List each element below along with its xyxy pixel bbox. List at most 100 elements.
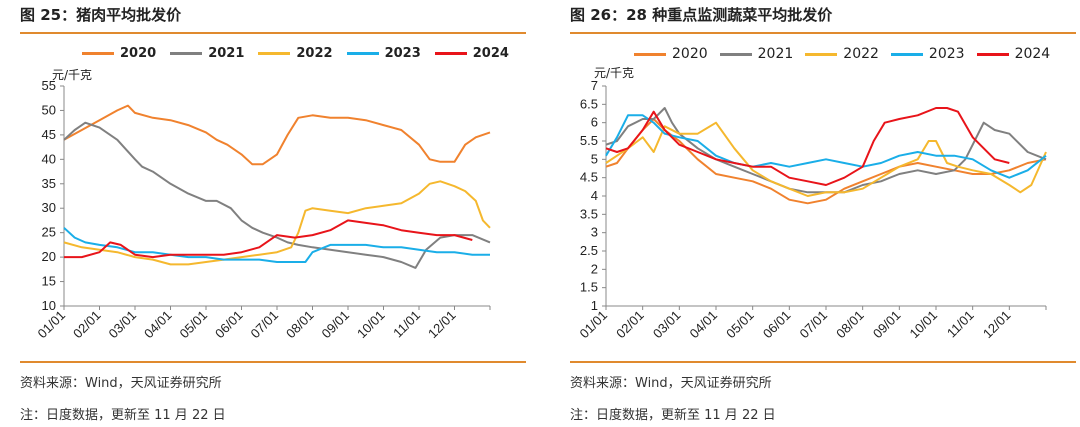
- legend-item-2023: 2023: [890, 46, 965, 62]
- legend-item-2021: 2021: [719, 46, 794, 62]
- vegetable-price-chart: 1 1.5 2 2.5 3 3.5 4 4.5 5 5.5 6 6.5 7 01/01 02/01 03/01…: [577, 78, 1047, 342]
- y-tick-label: 3.5: [580, 206, 598, 221]
- legend-item-2023: 2023: [346, 46, 421, 61]
- chart-legend: 2020 2021 2022 2023 2024: [82, 46, 509, 61]
- y-tick-label: 6: [591, 115, 598, 130]
- source-text: 资料来源：Wind，天风证券研究所: [570, 376, 772, 391]
- legend-swatch: [346, 52, 379, 55]
- figure-title: 图 25：猪肉平均批发价: [20, 6, 182, 24]
- y-tick-label: 2: [591, 261, 598, 276]
- legend-swatch: [719, 52, 752, 56]
- y-tick-label: 10: [42, 298, 56, 313]
- x-tick-label: 05/01: [723, 308, 757, 342]
- y-tick-label: 30: [42, 200, 56, 215]
- series-line-2022: [63, 180, 491, 266]
- y-tick-label: 7: [591, 78, 598, 93]
- legend-item-2021: 2021: [170, 46, 244, 61]
- series-line-2021: [605, 107, 1047, 194]
- y-tick-label: 1.5: [580, 280, 598, 295]
- y-tick-label: 20: [42, 249, 56, 264]
- y-axis-unit: 元/千克: [594, 66, 635, 80]
- series-line-2023: [605, 114, 1047, 179]
- x-tick-label: 08/01: [833, 308, 867, 342]
- x-tick-label: 06/01: [760, 308, 794, 342]
- note-text: 注：日度数据，更新至 11 月 22 日: [20, 408, 226, 423]
- series-line-2021: [63, 121, 491, 269]
- chart-legend: 2020 2021 2022 2023 2024: [634, 46, 1050, 62]
- series-line-2024: [605, 107, 1010, 186]
- x-tick-label: 08/01: [283, 308, 317, 342]
- x-tick-label: 07/01: [797, 308, 831, 342]
- x-tick-label: 01/01: [577, 308, 611, 342]
- legend-swatch: [976, 52, 1009, 56]
- y-tick-label: 45: [42, 127, 56, 142]
- pork-price-chart: 10 15 20 25 30 35 40 45 50 55 01/01 02/01 03/01 04/01…: [35, 78, 491, 342]
- source-text: 资料来源：Wind，天风证券研究所: [20, 376, 222, 391]
- legend-label: 2020: [672, 46, 708, 62]
- x-tick-label: 10/01: [907, 308, 941, 342]
- y-tick-label: 2.5: [580, 243, 598, 258]
- legend-label: 2024: [1014, 46, 1051, 62]
- legend-swatch: [890, 52, 923, 56]
- legend-swatch: [170, 52, 203, 55]
- legend-label: 2023: [384, 46, 421, 61]
- series-line-2020: [605, 118, 1047, 205]
- x-tick-label: 04/01: [687, 308, 721, 342]
- series-line-2024: [64, 219, 473, 259]
- footer-rule: [570, 361, 1076, 363]
- legend-item-2020: 2020: [82, 46, 156, 61]
- legend-label: 2024: [472, 46, 509, 61]
- x-tick-label: 11/01: [390, 308, 423, 341]
- legend-label: 2021: [757, 46, 794, 62]
- x-tick-label: 01/01: [35, 308, 69, 342]
- legend-swatch: [634, 52, 666, 56]
- x-tick-label: 12/01: [980, 308, 1014, 342]
- x-tick-label: 03/01: [650, 308, 684, 342]
- y-tick-label: 5.5: [580, 133, 598, 148]
- x-tick-label: 05/01: [177, 308, 211, 342]
- vegetable-price-panel: 图 26：28 种重点监测蔬菜平均批发价 2020 2021 2022 2023…: [550, 0, 1080, 427]
- x-tick-label: 02/01: [70, 308, 104, 342]
- legend-swatch: [258, 52, 291, 55]
- legend-swatch: [805, 52, 838, 56]
- y-tick-label: 6.5: [580, 96, 598, 111]
- series-line-2020: [63, 104, 491, 166]
- legend-item-2024: 2024: [434, 46, 509, 61]
- x-tick-label: 07/01: [248, 308, 282, 342]
- legend-item-2022: 2022: [258, 46, 333, 61]
- note-text: 注：日度数据，更新至 11 月 22 日: [570, 408, 776, 423]
- x-tick-label: 06/01: [212, 308, 246, 342]
- legend-item-2022: 2022: [805, 46, 879, 62]
- x-tick-label: 11/01: [944, 308, 977, 341]
- y-tick-label: 4.5: [580, 170, 598, 185]
- series-line-2023: [63, 227, 490, 263]
- legend-label: 2023: [928, 46, 965, 62]
- x-tick-label: 10/01: [354, 308, 388, 342]
- legend-swatch: [82, 52, 114, 55]
- x-tick-label: 12/01: [425, 308, 459, 342]
- legend-label: 2021: [208, 46, 245, 61]
- y-tick-label: 25: [42, 225, 56, 240]
- y-tick-label: 5: [591, 151, 598, 166]
- legend-label: 2022: [296, 46, 333, 61]
- pork-price-panel: 图 25：猪肉平均批发价 2020 2021 2022 2023 2024 元/…: [0, 0, 530, 427]
- legend-item-2020: 2020: [634, 46, 708, 62]
- footer-rule: [20, 361, 526, 363]
- y-tick-label: 35: [42, 176, 56, 191]
- y-tick-label: 50: [42, 102, 56, 117]
- title-rule: [20, 32, 526, 34]
- legend-label: 2022: [843, 46, 879, 62]
- y-tick-label: 15: [42, 274, 56, 289]
- x-tick-label: 09/01: [870, 308, 904, 342]
- legend-item-2024: 2024: [976, 46, 1051, 62]
- x-tick-label: 03/01: [106, 308, 140, 342]
- y-axis-unit: 元/千克: [52, 68, 93, 82]
- legend-swatch: [434, 52, 467, 55]
- y-tick-label: 55: [42, 78, 56, 93]
- figure-title: 图 26：28 种重点监测蔬菜平均批发价: [570, 6, 833, 24]
- y-tick-label: 4: [591, 188, 598, 203]
- title-rule: [570, 32, 1076, 34]
- y-tick-label: 40: [42, 151, 56, 166]
- y-tick-label: 3: [591, 225, 598, 240]
- x-tick-label: 02/01: [613, 308, 647, 342]
